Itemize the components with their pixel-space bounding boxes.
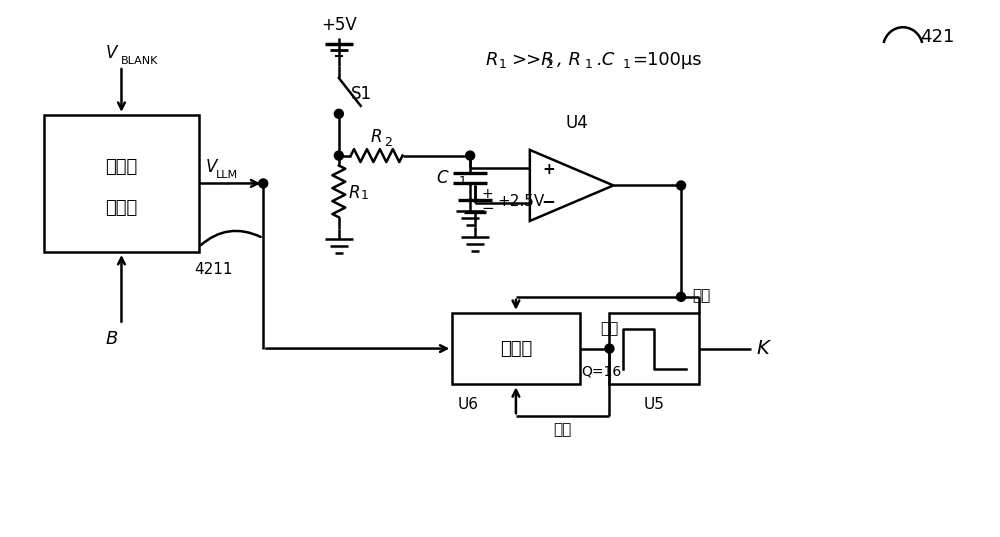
- Text: LLM: LLM: [215, 170, 238, 180]
- Text: 1: 1: [622, 57, 630, 70]
- Text: R: R: [485, 51, 498, 69]
- Text: 2: 2: [385, 136, 392, 149]
- Text: B: B: [105, 330, 118, 347]
- Text: 1: 1: [361, 189, 369, 202]
- Circle shape: [334, 151, 343, 160]
- Text: 1: 1: [585, 57, 592, 70]
- Text: 1: 1: [458, 175, 466, 188]
- Circle shape: [677, 181, 686, 190]
- Text: 1: 1: [499, 57, 507, 70]
- Text: 置高: 置高: [600, 322, 619, 337]
- Text: 421: 421: [920, 28, 954, 46]
- Text: V: V: [206, 158, 217, 177]
- Text: 置低: 置低: [692, 288, 710, 303]
- Circle shape: [259, 179, 268, 188]
- Text: −: −: [542, 192, 556, 211]
- Text: U4: U4: [565, 114, 588, 132]
- Text: >>R: >>R: [511, 51, 554, 69]
- Text: +2.5V: +2.5V: [497, 194, 544, 209]
- Text: 4211: 4211: [194, 262, 233, 277]
- Text: .C: .C: [596, 51, 615, 69]
- Circle shape: [677, 292, 686, 301]
- Circle shape: [466, 151, 475, 160]
- Text: V: V: [106, 44, 117, 62]
- Text: U6: U6: [457, 397, 478, 412]
- Bar: [452, 313, 580, 384]
- Bar: [44, 115, 199, 252]
- Text: C: C: [437, 170, 448, 187]
- Text: +: +: [481, 187, 493, 201]
- Text: K: K: [757, 339, 769, 358]
- Text: 计数器: 计数器: [500, 339, 532, 358]
- Text: 清零: 清零: [554, 422, 572, 437]
- Text: −: −: [481, 201, 494, 216]
- Text: U5: U5: [644, 397, 665, 412]
- Text: +5V: +5V: [321, 16, 357, 34]
- Text: Q=16: Q=16: [582, 365, 622, 379]
- Text: 2: 2: [545, 57, 553, 70]
- Circle shape: [605, 344, 614, 353]
- Text: =100μs: =100μs: [632, 51, 702, 69]
- Text: S1: S1: [351, 85, 372, 103]
- Text: BLANK: BLANK: [120, 56, 158, 66]
- Text: 辑电路: 辑电路: [105, 199, 138, 217]
- Text: 轻载逻: 轻载逻: [105, 158, 138, 176]
- Text: +: +: [542, 162, 555, 177]
- Text: R: R: [371, 128, 382, 146]
- Text: , R: , R: [557, 51, 581, 69]
- Text: R: R: [349, 184, 360, 202]
- Circle shape: [334, 110, 343, 118]
- Bar: [609, 313, 699, 384]
